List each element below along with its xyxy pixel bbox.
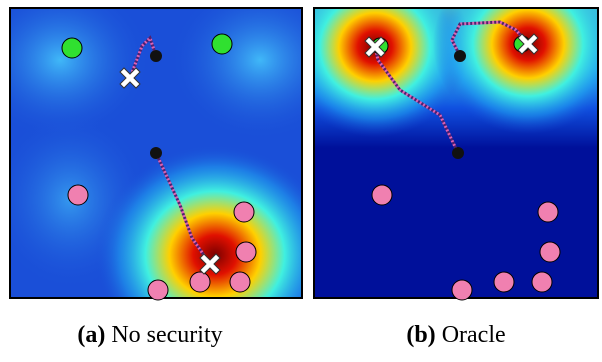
caption-a: (a) No security (77, 322, 222, 348)
panel-a: (a) No security (9, 7, 303, 348)
caption-text-b: Oracle (442, 322, 506, 348)
label-b: (b) (406, 322, 435, 348)
label-a: (a) (77, 322, 105, 348)
panel-b: (b) Oracle (313, 7, 599, 348)
caption-text-a: No security (111, 322, 222, 348)
caption-b: (b) Oracle (406, 322, 505, 348)
